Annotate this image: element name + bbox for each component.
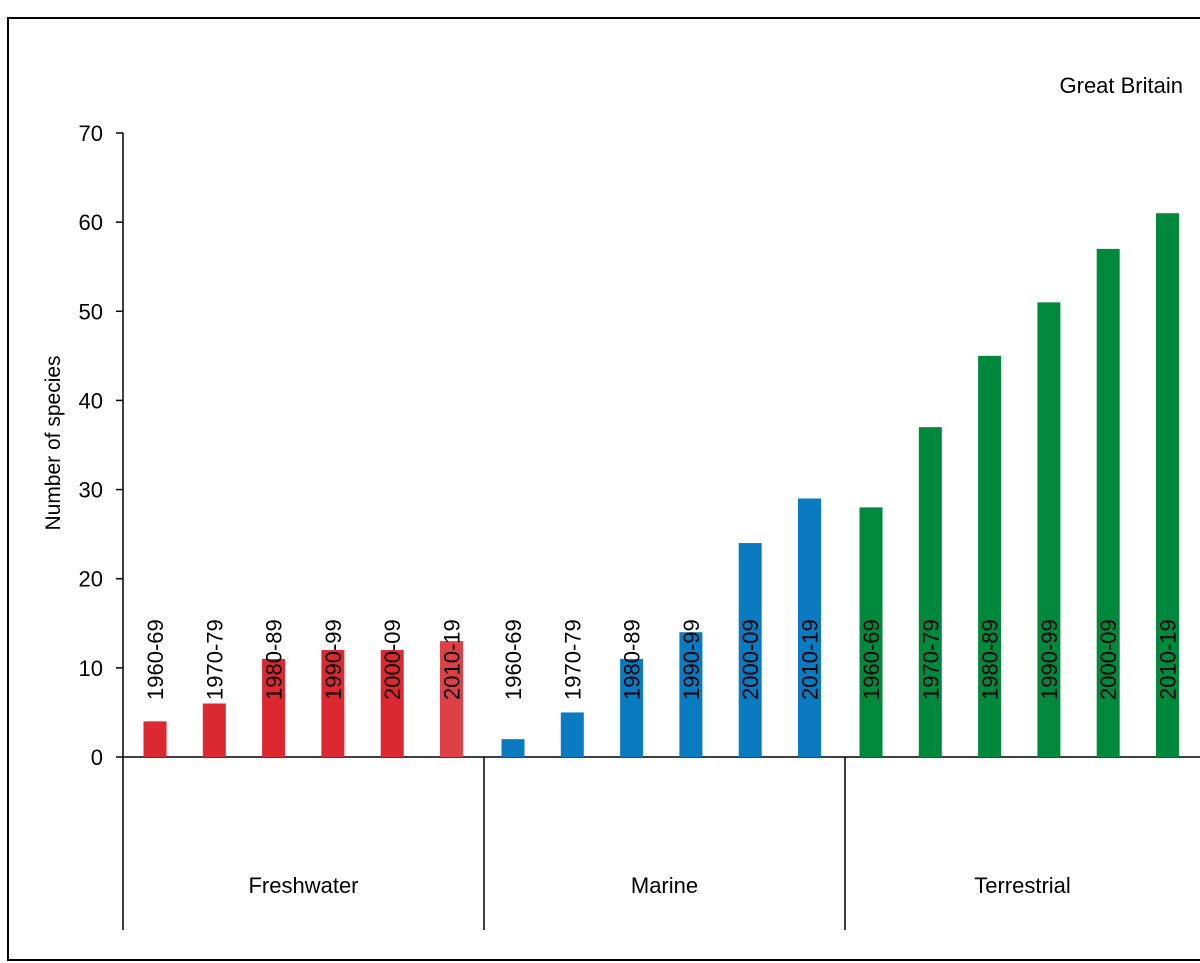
y-tick-label: 10 xyxy=(79,656,103,681)
y-tick-label: 60 xyxy=(79,210,103,235)
axes xyxy=(116,132,1200,930)
y-tick-label: 20 xyxy=(79,567,103,592)
group-label-marine: Marine xyxy=(631,873,698,898)
bar-terrestrial-1980-89 xyxy=(978,355,1002,757)
group-label-terrestrial: Terrestrial xyxy=(974,873,1071,898)
y-tick-label: 70 xyxy=(79,121,103,146)
y-tick-label: 30 xyxy=(79,478,103,503)
x-category-label: 2010-19 xyxy=(798,619,823,700)
x-category-label: 2000-09 xyxy=(380,619,405,700)
x-category-label: 1980-89 xyxy=(978,619,1003,700)
y-tick-label: 40 xyxy=(79,388,103,413)
bar-freshwater-1980-89 xyxy=(262,658,286,757)
bar-marine-2000-09 xyxy=(738,543,762,757)
x-category-label: 2000-09 xyxy=(738,619,763,700)
bar-marine-1960-69 xyxy=(501,739,525,757)
group-label-freshwater: Freshwater xyxy=(248,873,358,898)
x-category-label: 1980-89 xyxy=(262,619,287,700)
y-tick-label: 0 xyxy=(91,745,103,770)
bar-freshwater-2000-09 xyxy=(380,650,404,757)
bar-terrestrial-2010-19 xyxy=(1156,213,1179,757)
x-category-label: 1970-79 xyxy=(560,619,585,700)
bar-terrestrial-1970-79 xyxy=(918,427,942,757)
bar-freshwater-2010-19 xyxy=(440,641,463,757)
x-category-label: 1980-89 xyxy=(620,619,645,700)
x-category-label: 1960-69 xyxy=(143,619,168,700)
chart-frame xyxy=(7,17,1200,961)
region-annotation: Great Britain xyxy=(1060,73,1184,98)
y-tick-label: 50 xyxy=(79,299,103,324)
x-category-label: 1990-99 xyxy=(321,619,346,700)
bar-terrestrial-2000-09 xyxy=(1096,248,1120,757)
x-category-label: 2000-09 xyxy=(1096,619,1121,700)
y-axis-label: Number of species xyxy=(42,355,65,530)
bar-freshwater-1970-79 xyxy=(202,703,226,757)
bars xyxy=(143,213,1179,757)
bar-marine-1970-79 xyxy=(560,712,584,757)
bar-marine-1990-99 xyxy=(679,632,703,757)
bar-terrestrial-1990-99 xyxy=(1037,302,1061,757)
x-category-label: 1960-69 xyxy=(501,619,526,700)
x-category-label: 1990-99 xyxy=(1037,619,1062,700)
labels: 0 10 20 30 40 50 60 70 1960-69 1970-79 1980-89 1990… xyxy=(79,121,1181,898)
x-category-label: 2010-19 xyxy=(440,619,465,700)
bar-freshwater-1960-69 xyxy=(143,721,167,757)
bar-marine-1980-89 xyxy=(620,658,644,757)
x-category-label: 2010-19 xyxy=(1156,619,1181,700)
x-category-label: 1970-79 xyxy=(918,619,943,700)
bar-freshwater-1990-99 xyxy=(321,650,345,757)
x-category-label: 1990-99 xyxy=(679,619,704,700)
bar-marine-2010-19 xyxy=(798,498,821,757)
x-category-label: 1970-79 xyxy=(202,619,227,700)
x-category-label: 1960-69 xyxy=(859,619,884,700)
bar-terrestrial-1960-69 xyxy=(859,507,883,757)
